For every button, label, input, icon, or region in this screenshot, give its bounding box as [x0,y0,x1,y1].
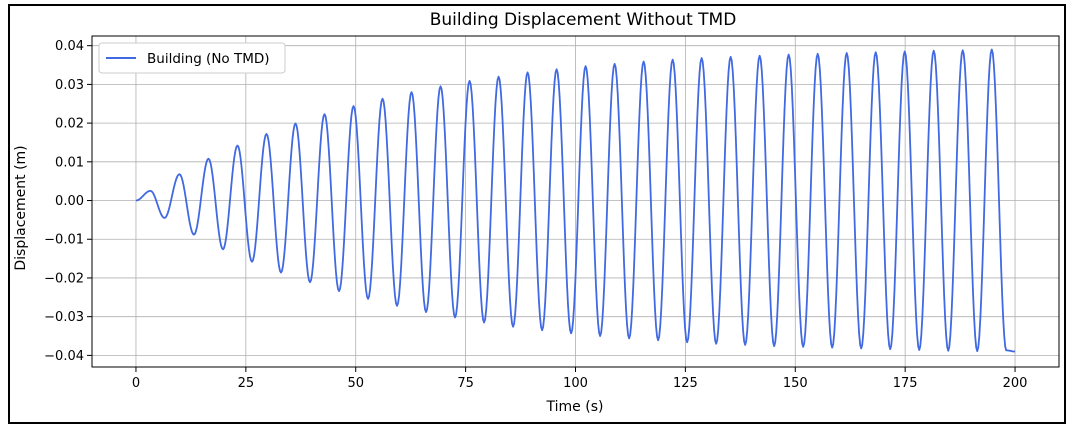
x-tick-label: 100 [563,376,588,391]
legend: Building (No TMD) [98,42,286,74]
x-axis-label: Time (s) [546,399,604,415]
y-tick-label: −0.04 [44,349,84,364]
x-tick-label: 125 [673,376,698,391]
x-tick-label: 150 [783,376,808,391]
series-line-building-no-tmd [135,48,1016,353]
chart-title: Building Displacement Without TMD [430,10,737,30]
y-tick-label: −0.01 [44,233,84,248]
legend-label: Building (No TMD) [147,51,270,67]
x-tick-label: 0 [132,376,140,391]
x-tick-label: 175 [893,376,918,391]
x-tick-label: 25 [238,376,255,391]
legend-box [98,42,286,74]
y-tick-label: −0.03 [44,310,84,325]
grid-lines [92,36,1059,367]
y-tick-label: 0.01 [55,155,84,170]
figure-frame [8,4,1066,424]
y-tick-label: 0.04 [55,39,84,54]
y-tick-label: 0.03 [55,78,84,93]
x-tick-label: 75 [457,376,474,391]
y-tick-label: −0.02 [44,271,84,286]
y-axis-ticks: −0.04 −0.03 −0.02 −0.01 0.00 0.01 0.02 0.03 0.04 [44,39,92,364]
y-tick-label: 0.02 [55,117,84,132]
series-layer [135,48,1016,353]
y-axis-label: Displacement (m) [13,145,29,270]
y-tick-label: 0.00 [55,194,84,209]
x-axis-ticks: 0 25 50 75 100 125 150 175 200 [132,367,1028,391]
x-tick-label: 50 [347,376,364,391]
x-tick-label: 200 [1003,376,1028,391]
